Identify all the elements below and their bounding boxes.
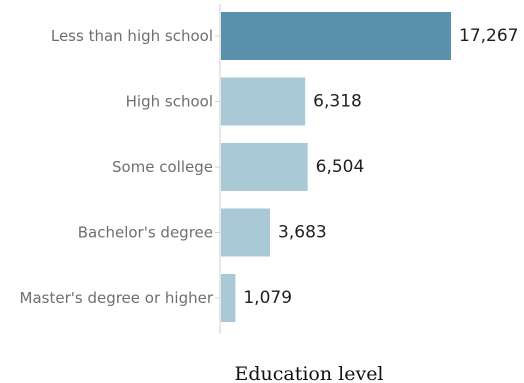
- bar-some-college: [221, 143, 308, 191]
- value-label-less-than-high-school: 17,267: [459, 26, 518, 46]
- x-axis-title: Education level: [234, 363, 383, 383]
- value-label-high-school: 6,318: [313, 92, 362, 112]
- value-labels: 17,267 6,318 6,504 3,683 1,079: [243, 26, 518, 308]
- category-labels: Less than high school High school Some col…: [20, 27, 214, 307]
- value-label-master-s-degree-or-higher: 1,079: [243, 288, 292, 308]
- value-label-some-college: 6,504: [316, 157, 365, 177]
- category-label-bachelor-s-degree: Bachelor's degree: [78, 224, 213, 242]
- category-label-master-s-degree-or-higher: Master's degree or higher: [20, 289, 214, 307]
- value-label-bachelor-s-degree: 3,683: [278, 223, 327, 243]
- category-label-high-school: High school: [126, 93, 213, 111]
- tick-group: [215, 35, 220, 299]
- bar-master-s-degree-or-higher: [221, 274, 236, 322]
- bar-bachelor-s-degree: [221, 208, 271, 257]
- category-label-some-college: Some college: [112, 158, 213, 176]
- bars-group: [221, 12, 451, 322]
- category-label-less-than-high-school: Less than high school: [51, 27, 213, 45]
- bar-high-school: [221, 77, 306, 126]
- bar-less-than-high-school: [221, 12, 451, 60]
